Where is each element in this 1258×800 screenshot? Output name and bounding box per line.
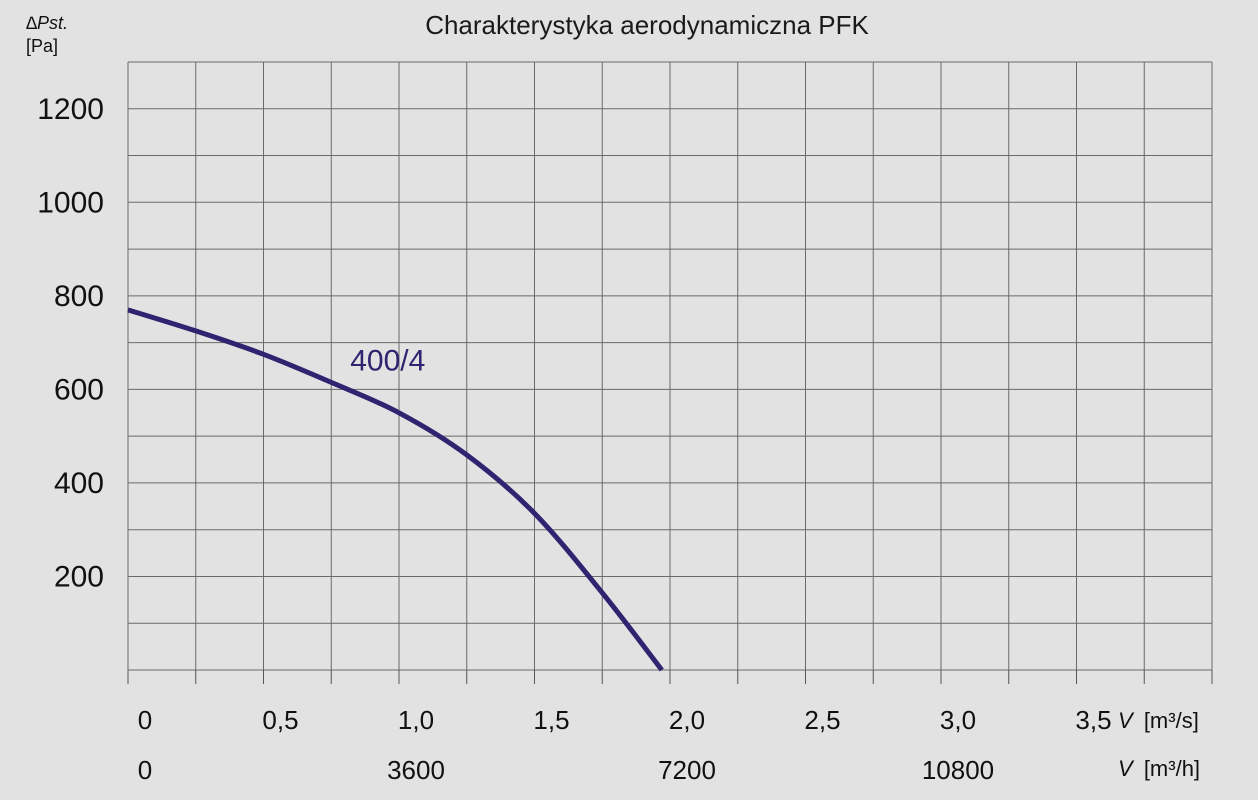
x-axis-ticks-m3h: 0 3600 7200 10800 (138, 755, 994, 785)
x-axis-ticks-m3s: 0 0,5 1,0 1,5 2,0 2,5 3,0 3,5 (138, 705, 1112, 735)
x-axis-unit-m3s-text: [m³/s] (1144, 708, 1199, 733)
x-tick-label-m3h: 3600 (387, 755, 445, 785)
x-tick-label-m3s: 1,5 (533, 705, 569, 735)
x-tick-label-m3h: 0 (138, 755, 152, 785)
series-label-400-4: 400/4 (350, 345, 425, 378)
x-axis-unit-m3h-symbol: V (1118, 756, 1135, 781)
y-axis-unit: [Pa] (26, 36, 58, 56)
series-group: 400/4 (127, 307, 664, 672)
chart-title: Charakterystyka aerodynamiczna PFK (425, 10, 869, 40)
x-tick-label-m3s: 0 (138, 705, 152, 735)
x-axis-unit-m3s: V [m³/s] (1118, 708, 1199, 733)
x-tick-label-m3s: 0,5 (262, 705, 298, 735)
x-tick-label-m3h: 10800 (922, 755, 994, 785)
x-axis-unit-m3s-symbol: V (1118, 708, 1135, 733)
series-line-400-4 (127, 307, 664, 672)
x-axis-unit-m3h-text: [m³/h] (1144, 756, 1200, 781)
x-tick-label-m3s: 3,5 (1075, 705, 1111, 735)
y-tick-label: 1000 (37, 186, 104, 219)
y-tick-label: 600 (54, 373, 104, 406)
x-tick-label-m3h: 7200 (658, 755, 716, 785)
x-tick-label-m3s: 2,0 (669, 705, 705, 735)
x-tick-label-m3s: 3,0 (940, 705, 976, 735)
x-tick-label-m3s: 2,5 (804, 705, 840, 735)
x-tick-label-m3s: 1,0 (398, 705, 434, 735)
y-tick-label: 400 (54, 467, 104, 500)
x-axis-unit-m3h: V [m³/h] (1118, 756, 1200, 781)
y-tick-label: 800 (54, 280, 104, 313)
grid (127, 61, 1213, 684)
y-axis-symbol: ∆Pst. (26, 13, 68, 33)
y-tick-label: 1200 (37, 93, 104, 126)
y-tick-label: 200 (54, 560, 104, 593)
y-axis-ticks: 200 400 600 800 1000 1200 (37, 93, 104, 594)
